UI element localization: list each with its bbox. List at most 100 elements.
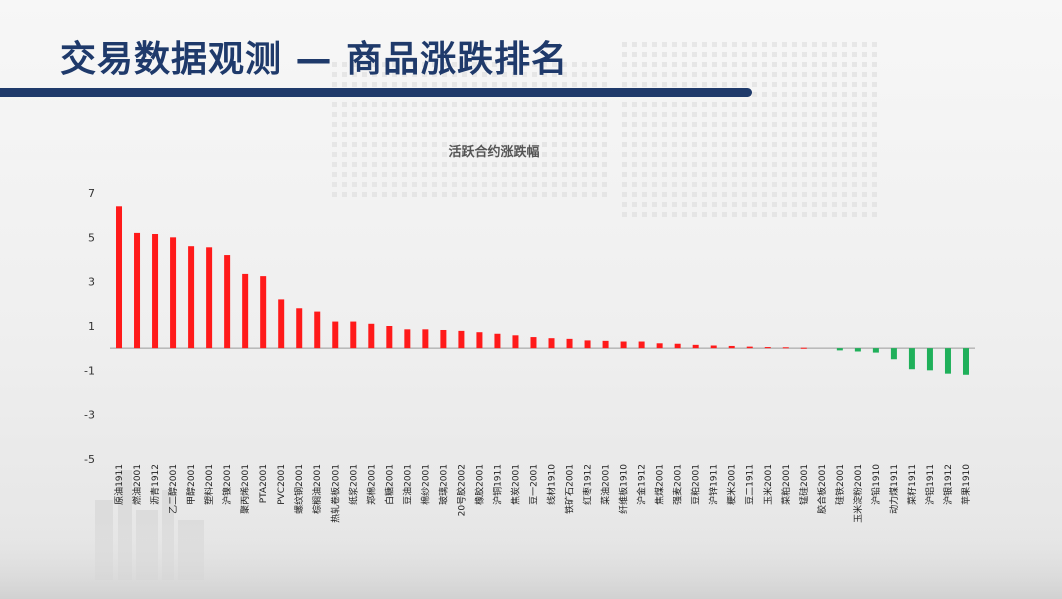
x-category-label: 焦煤2001 [654,464,666,505]
y-tick-label: 5 [88,231,95,244]
x-category-label: 橡胶2001 [473,464,485,505]
y-tick-label: 7 [88,187,95,200]
bar [206,247,213,349]
chart-title: 活跃合约涨跌幅 [448,144,539,160]
x-category-label: 热轧卷板2001 [329,464,341,523]
x-category-label: 红枣1912 [582,464,594,505]
x-category-label: 聚丙烯2001 [239,464,251,514]
x-category-label: 苹果1910 [960,464,972,505]
title-underline-bar [0,88,752,97]
bar [962,348,969,375]
bar [764,347,771,349]
y-tick-label: -3 [84,409,95,422]
x-category-label: 纤维板1910 [618,464,630,514]
x-category-label: 硅铁2001 [834,464,846,505]
bar [548,338,555,349]
x-category-label: 沪银1912 [942,464,954,505]
bar [494,333,501,349]
x-category-label: 沪金1912 [636,464,648,505]
bar [224,255,231,349]
bar [314,311,321,349]
x-category-label: 白糖2001 [383,464,395,505]
x-category-label: 豆二1911 [745,464,756,505]
bar [926,348,933,371]
x-category-label: 焦炭2001 [509,464,521,505]
world-map-dots [330,40,880,220]
bar [854,348,861,352]
x-category-label: 棕榈油2001 [311,464,323,514]
bar [872,348,879,353]
bar [260,276,267,349]
x-category-label: 铁矿石2001 [564,464,576,514]
bar [278,299,285,349]
x-category-label: 沪铝1911 [924,464,936,505]
bar [746,346,753,349]
bar [656,343,663,349]
bar [440,329,447,349]
bar [800,347,807,349]
bar [530,337,537,349]
bar [782,347,789,349]
x-category-label: 菜油2001 [600,464,612,505]
y-tick-label: 1 [88,320,95,333]
bar [908,348,915,370]
bar [728,345,735,349]
x-category-label: 强麦2001 [672,464,684,505]
x-category-label: 塑料2001 [203,464,215,505]
x-category-label: 沪锌1911 [708,464,720,505]
x-category-label: 玉米淀粉2001 [852,464,864,523]
bar [566,338,573,349]
bar [710,345,717,349]
bar [584,340,591,349]
bar [386,326,393,349]
x-category-label: 沪铅1910 [870,464,882,505]
x-category-label: 线材1910 [546,464,558,505]
bar [296,308,303,349]
bar [332,321,339,349]
x-category-label: 豆一2001 [528,464,539,505]
bar [836,348,843,351]
bar [692,344,699,349]
bar [404,329,411,349]
bar [512,335,519,349]
bar [242,273,249,349]
bar [368,323,375,349]
x-category-label: 棉纱2001 [419,464,431,505]
x-category-label: 螺纹钢2001 [293,464,305,514]
bar [116,206,123,349]
bar [602,340,609,349]
y-tick-label: -5 [84,453,95,466]
x-category-label: 粳米2001 [726,464,738,505]
x-category-label: PTA2001 [259,464,269,503]
x-category-label: 玉米2001 [762,464,774,505]
y-tick-label: 3 [88,276,95,289]
slide-title: 交易数据观测 — 商品涨跌排名 [60,39,569,80]
bar [674,343,681,349]
x-category-label: 郑棉2001 [365,464,377,505]
x-category-label: 胶合板2001 [816,464,828,514]
bar [134,232,141,349]
x-category-label: 沥青1912 [149,464,161,505]
bar [152,234,159,349]
bar [620,341,627,349]
x-category-label: 沪镍2001 [221,464,233,505]
bar [944,348,951,374]
bar [350,321,357,349]
bar [170,237,177,349]
x-category-label: 乙二醇2001 [167,464,179,514]
x-category-label: 20号胶2002 [455,464,467,516]
x-category-label: PVC2001 [277,464,287,505]
x-category-label: 菜籽1911 [906,464,918,505]
x-category-label: 豆粕2001 [690,464,702,505]
bar [458,330,465,349]
bar [476,332,483,349]
x-category-label: 菜粕2001 [780,464,792,505]
x-category-label: 玻璃2001 [437,464,449,505]
bar [422,329,429,349]
y-tick-label: -1 [84,364,95,377]
x-category-label: 沪铜1911 [491,464,503,505]
x-category-label: 豆油2001 [401,464,413,505]
x-category-label: 燃油2001 [131,464,143,505]
